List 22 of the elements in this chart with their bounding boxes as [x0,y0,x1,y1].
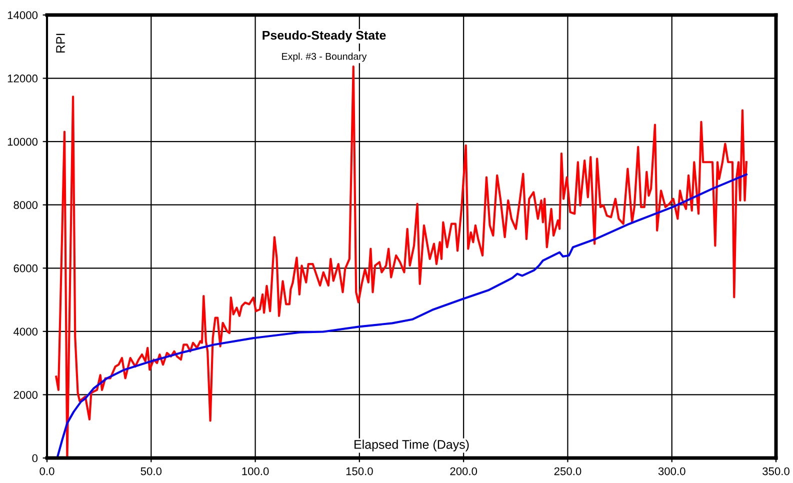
y-tick-label: 0 [32,454,38,462]
y-tick-label: 6000 [14,264,38,272]
x-tick-label: 100.0 [242,467,269,476]
y-tick-label: 14000 [8,11,38,20]
y-tick-label: 12000 [8,74,38,82]
y-tick-label: 10000 [8,138,38,146]
y-tick-label: 8000 [14,201,38,209]
y-tick-label: 4000 [14,328,38,336]
x-axis-title: Elapsed Time (Days) [354,440,469,452]
text: Pseudo-Steady State [262,30,386,42]
text: Expl. #3 - Boundary [282,52,367,62]
x-tick-label: 350.0 [762,467,790,476]
x-tick-label: 0.0 [40,467,54,476]
y-tick-label: 2000 [14,390,38,399]
x-tick-label: 150.0 [346,467,373,476]
x-tick-label: 250.0 [554,467,582,476]
x-tick-label: 200.0 [450,467,478,476]
line-series [55,66,748,458]
line-series [56,173,748,458]
x-tick-label: 50.0 [140,467,162,476]
x-tick-label: 300.0 [658,467,686,476]
y-axis-title: RPI [56,34,65,53]
